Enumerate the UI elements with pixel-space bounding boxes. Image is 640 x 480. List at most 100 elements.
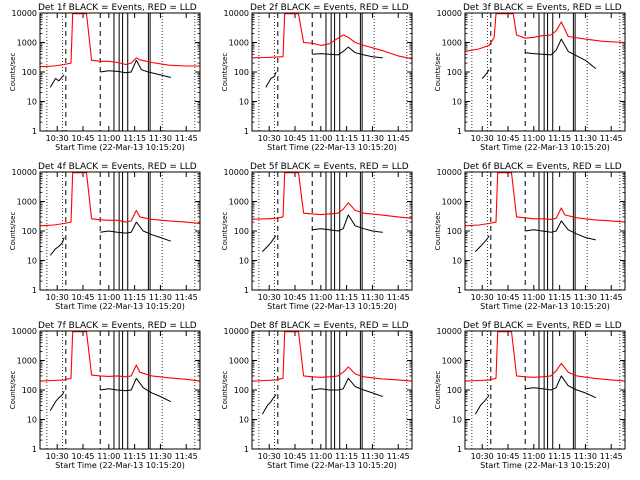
x-axis-label: Start Time (22-Mar-13 10:15:20) — [480, 302, 610, 311]
x-tick-label: 11:30 — [574, 134, 597, 143]
y-tick-label: 10 — [239, 98, 249, 107]
series-line-events — [261, 235, 277, 252]
series-line-events — [49, 74, 65, 88]
x-tick-label: 10:30 — [471, 293, 494, 302]
x-tick-label: 11:15 — [335, 452, 358, 461]
y-tick-label: 1 — [244, 127, 249, 136]
series-line-events — [525, 375, 597, 399]
series-line-events — [525, 38, 597, 69]
x-tick-label: 11:00 — [97, 134, 120, 143]
y-axis-label: Counts/sec — [9, 53, 17, 92]
y-tick-label: 10 — [239, 416, 249, 425]
series-line-lld — [39, 172, 201, 227]
panel-title: Det 2f BLACK = Events, RED = LLD — [250, 3, 409, 13]
y-tick-label: 10000 — [437, 327, 462, 336]
series-line-events — [474, 235, 490, 252]
x-tick-label: 11:15 — [123, 134, 146, 143]
x-tick-label: 11:30 — [149, 452, 172, 461]
x-axis-label: Start Time (22-Mar-13 10:15:20) — [480, 461, 610, 470]
y-tick-label: 10000 — [437, 9, 462, 18]
x-axis-label: Start Time (22-Mar-13 10:15:20) — [267, 143, 397, 152]
y-tick-label: 1000 — [17, 198, 37, 207]
x-tick-label: 10:45 — [496, 293, 519, 302]
y-tick-label: 100 — [234, 386, 249, 395]
x-tick-label: 11:15 — [123, 293, 146, 302]
y-tick-label: 100 — [22, 386, 37, 395]
x-tick-label: 10:30 — [46, 293, 69, 302]
x-tick-label: 11:15 — [335, 293, 358, 302]
y-axis-label: Counts/sec — [221, 53, 229, 92]
y-tick-label: 100 — [447, 227, 462, 236]
y-tick-label: 1 — [457, 286, 462, 295]
y-tick-label: 10 — [452, 257, 462, 266]
y-tick-label: 1000 — [442, 198, 462, 207]
y-axis-label: Counts/sec — [9, 212, 17, 251]
x-axis-label: Start Time (22-Mar-13 10:15:20) — [267, 302, 397, 311]
x-tick-label: 11:30 — [574, 293, 597, 302]
y-tick-label: 1 — [32, 445, 37, 454]
x-tick-label: 11:00 — [309, 134, 332, 143]
x-tick-label: 11:30 — [574, 452, 597, 461]
plot-frame — [39, 171, 201, 291]
x-tick-label: 11:30 — [361, 452, 384, 461]
x-tick-label: 11:45 — [175, 134, 198, 143]
x-axis-label: Start Time (22-Mar-13 10:15:20) — [55, 143, 185, 152]
y-tick-label: 100 — [447, 68, 462, 77]
y-tick-label: 10 — [27, 416, 37, 425]
y-axis-label: Counts/sec — [434, 212, 442, 251]
x-tick-label: 10:45 — [71, 452, 94, 461]
x-tick-label: 11:45 — [600, 134, 623, 143]
x-tick-label: 11:45 — [175, 293, 198, 302]
x-tick-label: 10:45 — [71, 134, 94, 143]
x-tick-label: 11:45 — [387, 452, 410, 461]
x-tick-label: 10:45 — [71, 293, 94, 302]
y-tick-label: 10000 — [12, 9, 37, 18]
panel-3: Det 3f BLACK = Events, RED = LLD 1 10 100 10… — [434, 3, 626, 152]
y-tick-label: 10000 — [12, 327, 37, 336]
x-tick-label: 10:30 — [471, 134, 494, 143]
series-line-events — [525, 220, 596, 241]
plot-frame — [464, 171, 626, 291]
panel-8: Det 8f BLACK = Events, RED = LLD 1 10 100 10… — [221, 321, 413, 470]
x-tick-label: 10:45 — [283, 293, 306, 302]
y-axis-label: Counts/sec — [221, 371, 229, 410]
y-tick-label: 1000 — [442, 357, 462, 366]
panel-6: Det 6f BLACK = Events, RED = LLD 1 10 100 10… — [434, 162, 626, 311]
y-tick-label: 10 — [452, 98, 462, 107]
panel-7: Det 7f BLACK = Events, RED = LLD 1 10 100 10… — [9, 321, 201, 470]
series-line-events — [265, 71, 277, 88]
x-tick-label: 10:45 — [283, 452, 306, 461]
x-axis-label: Start Time (22-Mar-13 10:15:20) — [267, 461, 397, 470]
y-tick-label: 10000 — [224, 168, 249, 177]
x-tick-label: 11:00 — [309, 452, 332, 461]
y-tick-label: 10000 — [224, 327, 249, 336]
series-line-events — [312, 214, 383, 233]
x-tick-label: 11:00 — [522, 293, 545, 302]
x-tick-label: 11:30 — [361, 134, 384, 143]
series-line-lld — [464, 172, 626, 227]
y-tick-label: 1 — [244, 286, 249, 295]
x-tick-label: 11:00 — [522, 134, 545, 143]
panel-title: Det 8f BLACK = Events, RED = LLD — [250, 321, 409, 331]
panel-title: Det 6f BLACK = Events, RED = LLD — [463, 162, 622, 172]
x-tick-label: 10:45 — [496, 134, 519, 143]
y-axis-label: Counts/sec — [434, 371, 442, 410]
y-tick-label: 10000 — [437, 168, 462, 177]
x-tick-label: 11:15 — [548, 452, 571, 461]
panel-5: Det 5f BLACK = Events, RED = LLD 1 10 100 10… — [221, 162, 413, 311]
x-tick-label: 11:00 — [97, 293, 120, 302]
y-tick-label: 10 — [239, 257, 249, 266]
panel-title: Det 9f BLACK = Events, RED = LLD — [463, 321, 622, 331]
plot-frame — [251, 12, 413, 132]
series-line-events — [261, 394, 277, 415]
x-tick-label: 11:15 — [548, 293, 571, 302]
plot-frame — [39, 330, 201, 450]
x-tick-label: 11:30 — [361, 293, 384, 302]
x-tick-label: 10:45 — [283, 134, 306, 143]
series-line-lld — [251, 172, 413, 220]
y-tick-label: 1000 — [442, 39, 462, 48]
series-line-lld — [39, 13, 200, 68]
x-tick-label: 11:45 — [387, 293, 410, 302]
y-tick-label: 10 — [27, 98, 37, 107]
